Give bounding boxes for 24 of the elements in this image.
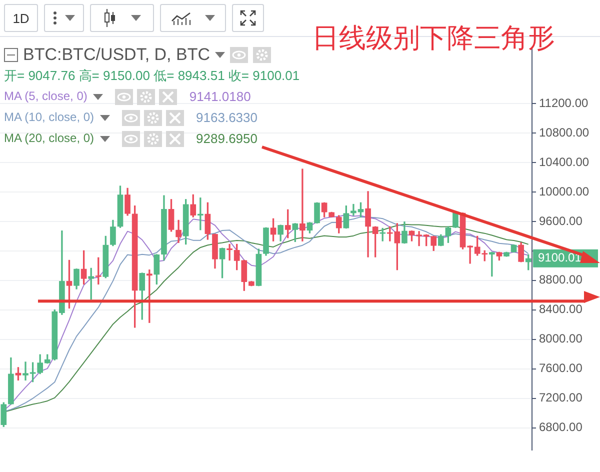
y-tick-label: 11200.00 [539, 96, 588, 110]
annotation: 开= 9047.76 高= 9150.00 低= 8943.51 收= 9100.01 [4, 67, 300, 85]
candlestick [300, 168, 306, 242]
annotation: 9163.6330 [196, 109, 258, 127]
y-tick-label: 6800.00 [539, 420, 583, 434]
y-tick-label: 10400.00 [539, 154, 590, 169]
y-tick-label: 7200.00 [539, 390, 583, 405]
y-tick-label: 8000.00 [539, 332, 583, 346]
y-tick-label: 7600.00 [539, 361, 583, 376]
y-tick-label: 8800.00 [539, 272, 583, 287]
candlestick [226, 244, 232, 261]
y-tick-label: 8400.00 [539, 302, 583, 316]
annotation: 9141.0180 [189, 88, 251, 106]
text: MA (20, close, 0) [4, 130, 94, 147]
annotation: 9289.6950 [196, 130, 258, 148]
text: MA (5, close, 0) [4, 88, 88, 105]
text: MA (10, close, 0) [4, 109, 94, 126]
y-tick-label: 10800.00 [539, 125, 590, 140]
chart-title: 日线级别下降三角形 [312, 22, 555, 56]
text: 9100.01 [538, 250, 582, 265]
y-tick-label: 9600.00 [539, 214, 583, 228]
y-tick-label: 10000.00 [539, 184, 590, 198]
chart-subtitle: BTC:BTC/USDT, D, BTC [23, 44, 210, 65]
text: 1D [4, 4, 38, 32]
